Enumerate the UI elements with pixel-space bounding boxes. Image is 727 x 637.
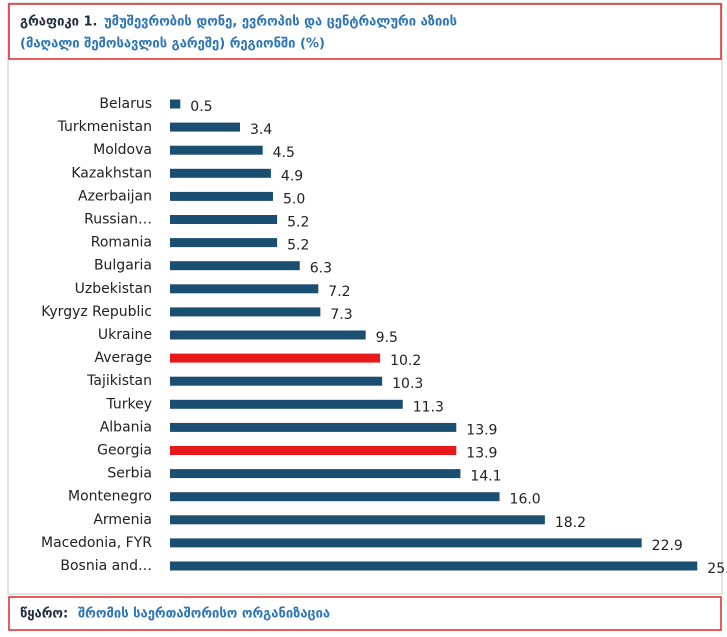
data-label: 25.6 (707, 561, 727, 577)
y-tick-label: Russian… (84, 212, 152, 228)
y-tick-label: Bulgaria (94, 258, 152, 274)
y-tick-label: Moldova (93, 142, 152, 158)
data-label: 5.2 (287, 238, 309, 254)
source: შრომის საერთაშორისო ორგანიზაცია (78, 607, 330, 622)
data-label: 22.9 (652, 538, 683, 554)
y-tick-label: Kazakhstan (71, 165, 152, 181)
bar (170, 492, 500, 502)
bar (170, 261, 300, 271)
y-tick-label: Belarus (99, 96, 152, 112)
chart-title: (მაღალი შემოსავლის გარეშე) რეგიონში (%) (20, 37, 325, 52)
data-label: 6.3 (310, 261, 332, 277)
data-label: 13.9 (466, 422, 497, 438)
y-tick-label: Macedonia, FYR (41, 535, 152, 551)
y-tick-label: Romania (91, 235, 152, 251)
data-label: 7.2 (328, 284, 350, 300)
data-label: 4.9 (281, 168, 303, 184)
data-label: 9.5 (376, 330, 398, 346)
data-label: 16.0 (510, 492, 541, 508)
y-tick-label: Armenia (93, 512, 152, 528)
y-tick-label: Serbia (107, 466, 152, 482)
chart-frame (7, 2, 723, 595)
bar (170, 238, 278, 248)
bar (170, 561, 698, 571)
y-tick-label: Turkmenistan (57, 119, 152, 135)
title-label: გრაფიკი 1. (20, 15, 97, 30)
bar (170, 422, 457, 432)
bar (170, 515, 545, 525)
y-tick-label: Georgia (97, 443, 152, 459)
bar (170, 353, 381, 363)
data-label: 18.2 (555, 515, 586, 531)
bar (170, 191, 273, 201)
y-tick-label: Montenegro (68, 489, 152, 505)
y-tick-label: Kyrgyz Republic (41, 304, 152, 320)
bar (170, 122, 241, 132)
bar (170, 99, 181, 109)
data-label: 10.2 (390, 353, 421, 369)
y-tick-label: Azerbaijan (78, 188, 152, 204)
y-tick-label: Ukraine (98, 327, 152, 343)
data-label: 0.5 (190, 99, 212, 115)
chart-title: უმუშევრობის დონე, ევროპის და ცენტრალური … (104, 15, 457, 30)
data-label: 5.2 (287, 215, 309, 231)
data-label: 4.5 (273, 145, 295, 161)
data-label: 5.0 (283, 191, 305, 207)
y-tick-label: Albania (100, 419, 152, 435)
bar (170, 399, 403, 409)
bar (170, 145, 263, 155)
bar (170, 469, 461, 479)
y-tick-label: Turkey (105, 396, 152, 412)
data-label: 7.3 (330, 307, 352, 323)
data-label: 13.9 (466, 446, 497, 462)
bar (170, 538, 642, 548)
bar (170, 446, 457, 455)
y-tick-label: Average (95, 350, 153, 366)
bar (170, 376, 383, 386)
data-label: 10.3 (392, 376, 423, 392)
data-label: 11.3 (413, 399, 444, 415)
bar (170, 307, 321, 317)
bar (170, 168, 271, 178)
y-tick-label: Bosnia and… (60, 558, 152, 574)
bar (170, 215, 278, 224)
source-box (8, 596, 722, 631)
data-label: 3.4 (250, 122, 272, 138)
bar (170, 284, 319, 294)
y-tick-label: Uzbekistan (75, 281, 152, 297)
bar (170, 330, 366, 340)
source-label: წყარო: (20, 607, 68, 622)
title-box (8, 3, 722, 60)
data-label: 14.1 (470, 469, 501, 485)
y-tick-label: Tajikistan (86, 373, 152, 389)
